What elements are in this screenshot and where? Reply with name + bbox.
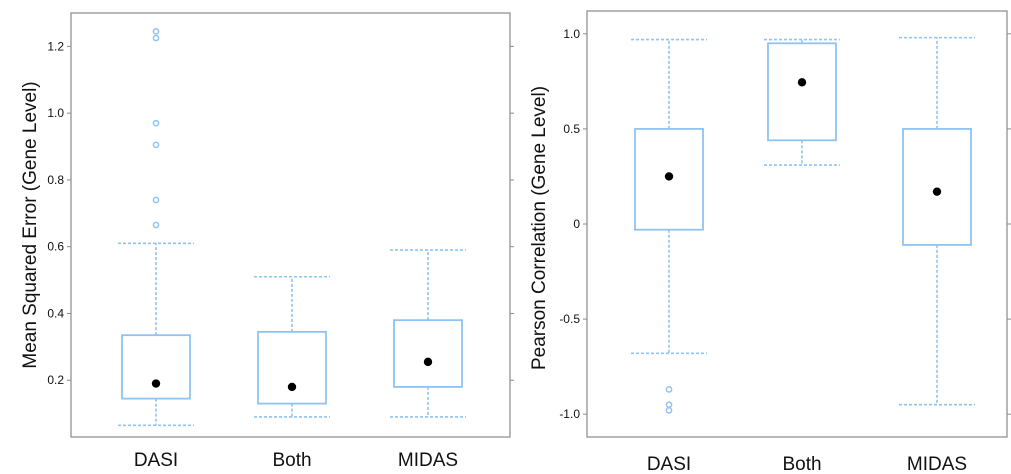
plot-frame — [70, 12, 511, 438]
mean-marker — [664, 172, 674, 181]
box-dasi — [118, 28, 194, 427]
pearson-boxplot-panel: -1.0 -0.5 0 0.5 1.0 Pearson Correlation (Gene… — [529, 10, 1011, 474]
x-category-label: DASI — [134, 450, 178, 471]
y-tick-label: 0 — [573, 217, 580, 231]
box-both — [254, 275, 330, 418]
interquartile-box — [767, 42, 837, 142]
y-axis-title: Mean Squared Error (Gene Level) — [20, 81, 41, 368]
mean-marker — [151, 379, 161, 388]
outlier-point — [152, 28, 160, 35]
outlier-point — [152, 196, 160, 204]
x-category-label: DASI — [647, 454, 691, 474]
box-midas — [899, 36, 975, 406]
y-tick-label: 0.6 — [47, 240, 64, 254]
x-category-label: Both — [272, 450, 311, 471]
y-tick-label: -0.5 — [559, 312, 580, 326]
interquartile-box — [393, 319, 463, 388]
y-tick-label: 1.2 — [47, 39, 64, 53]
outlier-point — [152, 34, 160, 42]
y-tick-label: 1.0 — [47, 106, 64, 120]
y-tick-label: 0.8 — [47, 173, 64, 187]
y-tick-label: 0.2 — [47, 373, 64, 387]
outlier-point — [152, 221, 160, 229]
y-tick-label: 0.5 — [563, 122, 580, 136]
mean-marker — [797, 78, 807, 87]
y-tick-label: 1.0 — [563, 27, 580, 41]
mean-marker — [287, 382, 297, 392]
outlier-point — [152, 141, 160, 149]
outlier-point — [152, 119, 160, 127]
mse-boxplot-panel: 0.2 0.4 0.6 0.8 1.0 1.2 Mean Squared Error (Ge… — [20, 12, 514, 471]
mean-marker — [423, 357, 433, 367]
outlier-point — [665, 386, 673, 393]
box-both — [764, 38, 840, 166]
box-midas — [390, 249, 466, 418]
interquartile-box — [257, 330, 327, 405]
interquartile-box — [902, 128, 972, 246]
y-axis-title: Pearson Correlation (Gene Level) — [529, 86, 550, 370]
mean-marker — [932, 187, 942, 196]
y-tick-label: -1.0 — [559, 407, 580, 421]
x-category-label: MIDAS — [398, 450, 458, 471]
outlier-point — [665, 407, 673, 414]
y-tick-label: 0.4 — [47, 306, 64, 320]
x-category-label: Both — [782, 454, 821, 474]
box-dasi — [631, 38, 707, 414]
outlier-point — [665, 401, 673, 409]
x-category-label: MIDAS — [907, 454, 967, 474]
interquartile-box — [121, 334, 191, 400]
